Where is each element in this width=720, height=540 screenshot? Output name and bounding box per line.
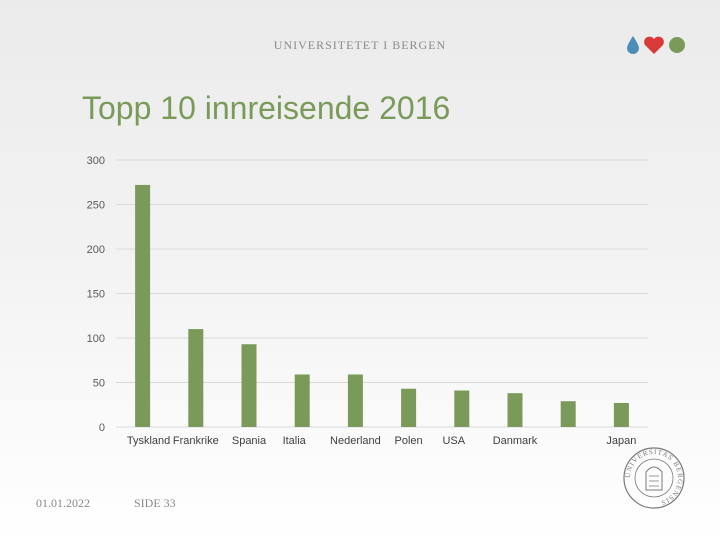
x-tick-label: Japan [606,435,636,447]
x-tick-label: Frankrike [173,435,219,447]
footer-date: 01.01.2022 [36,496,90,510]
bar-nederland [347,374,363,427]
drop-icon [627,36,639,54]
x-tick-label: Italia [283,435,307,447]
heart-icon [644,36,664,54]
slide-title: Topp 10 innreisende 2016 [82,90,451,126]
x-tick-label: Nederland [330,435,381,447]
bar-italia [294,374,310,427]
uib-logo [627,36,685,54]
y-tick-label: 200 [87,244,105,256]
bar-danmark [507,393,523,427]
bar-usa [454,390,470,427]
bar-spania [241,344,257,427]
y-tick-label: 250 [87,200,105,212]
university-seal-icon: UNIVERSITAS BERGENSIS [623,447,685,509]
x-tick-label: USA [442,435,465,447]
bar-polen [401,388,417,427]
bar-tyskland [135,184,151,427]
y-tick-label: 100 [87,333,105,345]
footer-page-number: SIDE 33 [134,496,176,510]
bar-japan [613,402,629,427]
institution-header: UNIVERSITETET I BERGEN [273,38,447,52]
y-tick-label: 50 [93,378,105,390]
y-tick-label: 150 [87,289,105,301]
bar-frankrike [188,329,204,427]
x-tick-label: Polen [395,435,423,447]
y-tick-label: 0 [99,422,105,434]
y-tick-label: 300 [87,155,105,167]
x-tick-label: Tyskland [127,435,170,447]
bar-unlabeled-8 [560,401,576,427]
circle-icon [669,37,685,53]
x-tick-label: Spania [232,435,267,447]
x-tick-label: Danmark [493,435,538,447]
